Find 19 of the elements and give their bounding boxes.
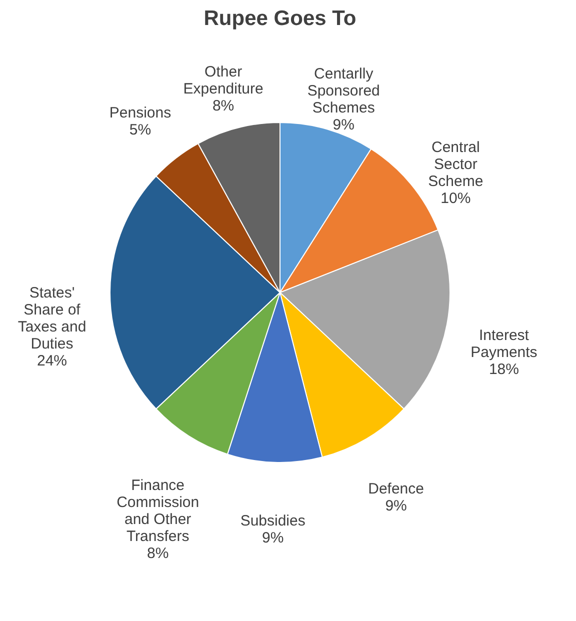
- slice-label: Pensions: [109, 104, 172, 122]
- slice-label: Defence: [368, 480, 424, 498]
- slice-label: Finance Commission and Other Transfers: [116, 477, 200, 546]
- slice-label: Interest Payments: [470, 327, 538, 362]
- data-label: 5%: [129, 121, 152, 138]
- chart-title: Rupee Goes To: [204, 7, 356, 30]
- data-label: 8%: [146, 545, 169, 562]
- slice-label: States' Share of Taxes and Duties: [18, 284, 86, 352]
- data-label: 24%: [36, 352, 68, 370]
- slice-label: Subsidies: [240, 512, 306, 530]
- data-label: 8%: [212, 98, 234, 115]
- slice-label: Central Sector Scheme: [428, 139, 484, 190]
- slice-label: Centarlly Sponsored Schemes: [307, 66, 380, 117]
- data-label: 18%: [488, 361, 519, 378]
- slice-label: Other Expenditure: [183, 64, 264, 98]
- data-label: 10%: [440, 190, 471, 208]
- data-label: 9%: [332, 116, 354, 134]
- data-label: 9%: [262, 529, 284, 546]
- data-label: 9%: [385, 498, 407, 515]
